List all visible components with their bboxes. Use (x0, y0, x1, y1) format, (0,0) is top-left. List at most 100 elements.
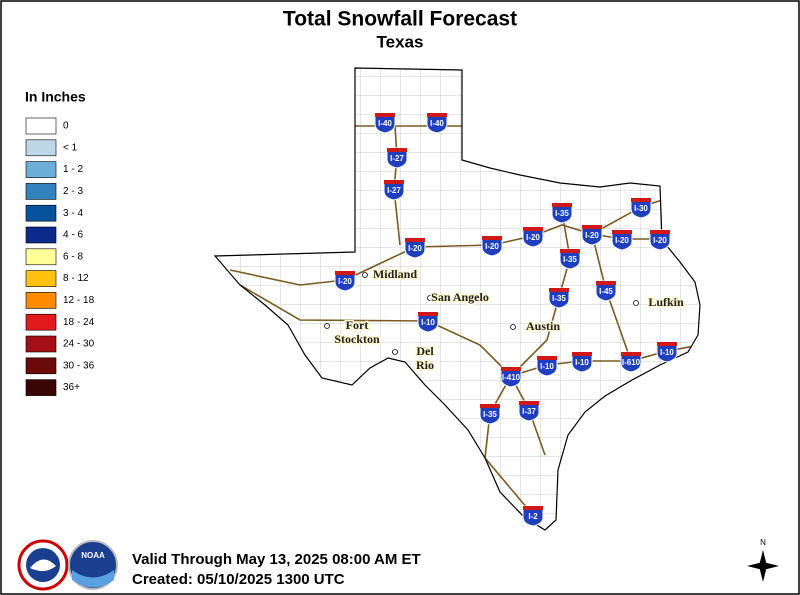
shield-body (426, 112, 448, 134)
nws-logo (17, 539, 69, 591)
shield-label: I-10 (421, 318, 435, 327)
shield-top (418, 312, 438, 316)
legend-swatch (25, 204, 57, 222)
shield-body (522, 505, 544, 527)
map-title: Total Snowfall Forecast (283, 8, 517, 31)
city-dot (427, 295, 433, 301)
legend-label: 4 - 6 (63, 230, 83, 241)
shield-body (500, 366, 522, 388)
north-arrow: N (747, 538, 779, 582)
legend-label: 2 - 3 (63, 186, 83, 197)
shield-body (374, 112, 396, 134)
legend-label: 18 - 24 (63, 317, 95, 328)
interstate-shield: I-610 (620, 351, 642, 373)
interstate-shield: I-40 (426, 112, 448, 134)
shield-label: I-10 (660, 348, 674, 357)
shield-top (631, 198, 651, 202)
shield-label: I-20 (338, 277, 352, 286)
shield-top (501, 367, 521, 371)
interstate-shield: I-35 (479, 403, 501, 425)
interstate-shield: I-410 (500, 366, 522, 388)
shield-body (334, 270, 356, 292)
shield-top (596, 281, 616, 285)
shield-top (405, 238, 425, 242)
shield-body (386, 147, 408, 169)
shield-label: I-35 (483, 410, 497, 419)
shield-top (482, 236, 502, 240)
legend-swatch (25, 270, 57, 287)
city-dot (362, 272, 368, 278)
shield-body (571, 351, 593, 373)
legend-label: 1 - 2 (63, 164, 83, 175)
interstate-shield: I-27 (386, 147, 408, 169)
shield-top (384, 180, 404, 184)
shield-body (611, 229, 633, 251)
shield-label: I-410 (502, 373, 521, 382)
shield-body (479, 403, 501, 425)
city-label: Austin (526, 319, 560, 333)
shield-label: I-20 (408, 244, 422, 253)
shield-label: I-27 (387, 186, 401, 195)
shield-top (427, 113, 447, 117)
shield-top (552, 203, 572, 207)
city-dot (633, 300, 639, 306)
interstate-shield: I-10 (536, 355, 558, 377)
map-subtitle: Texas (377, 32, 424, 51)
shield-body (581, 224, 603, 246)
shield-body (630, 197, 652, 219)
city-label: San Angelo (431, 290, 489, 304)
city-label: Lufkin (648, 295, 684, 309)
legend-swatch (25, 357, 57, 375)
interstate-shield: I-35 (559, 248, 581, 270)
shield-label: I-35 (563, 255, 577, 264)
shield-body (404, 237, 426, 259)
shield-body (383, 179, 405, 201)
shield-label: I-2 (528, 512, 538, 521)
shield-body (518, 400, 540, 422)
legend-swatch (25, 161, 57, 178)
shield-label: I-27 (390, 154, 404, 163)
shield-label: I-610 (622, 358, 641, 367)
state-outline (213, 67, 701, 531)
legend-label: 3 - 4 (63, 208, 83, 219)
shield-label: I-40 (378, 119, 392, 128)
created: Created: 05/10/2025 1300 UTC (132, 571, 345, 588)
interstate-shield: I-37 (518, 400, 540, 422)
legend-swatch (25, 292, 57, 309)
city-dot (392, 349, 398, 355)
legend-title: In Inches (25, 89, 86, 105)
shield-body (595, 280, 617, 302)
shield-label: I-35 (552, 294, 566, 303)
legend-label: 36+ (63, 382, 80, 393)
legend-label: 8 - 12 (63, 273, 89, 284)
shield-body (548, 287, 570, 309)
shield-top (549, 288, 569, 292)
shield-label: I-30 (634, 204, 648, 213)
interstate-shield: I-20 (522, 226, 544, 248)
legend-label: 0 (63, 121, 69, 132)
shield-label: I-20 (653, 236, 667, 245)
legend-swatch (25, 313, 57, 331)
shield-label: I-20 (485, 242, 499, 251)
north-label: N (760, 538, 766, 547)
shield-top (572, 352, 592, 356)
shield-body (417, 311, 439, 333)
city-label: Midland (373, 267, 417, 281)
shield-top (560, 249, 580, 253)
city-dot (510, 324, 516, 330)
city-label: Del (416, 344, 434, 358)
interstate-shield: I-45 (595, 280, 617, 302)
shield-top (523, 227, 543, 231)
shield-body (656, 341, 678, 363)
legend-label: 6 - 8 (63, 251, 83, 262)
shield-top (480, 404, 500, 408)
shield-top (537, 356, 557, 360)
shield-label: I-20 (585, 231, 599, 240)
noaa-logo: NOAA (68, 540, 118, 590)
interstate-shield: I-10 (417, 311, 439, 333)
shield-body (481, 235, 503, 257)
legend-label: < 1 (63, 142, 78, 153)
noaa-text: NOAA (81, 551, 105, 560)
interstate-shield: I-30 (630, 197, 652, 219)
